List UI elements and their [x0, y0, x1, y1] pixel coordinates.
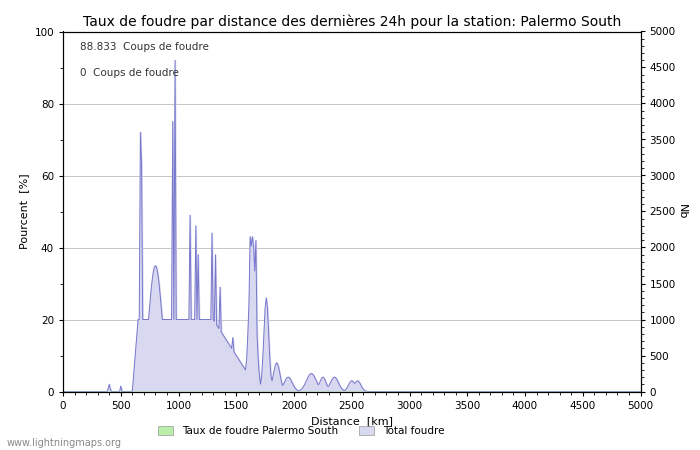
Text: www.lightningmaps.org: www.lightningmaps.org: [7, 438, 122, 448]
Text: 88.833  Coups de foudre: 88.833 Coups de foudre: [80, 42, 209, 52]
Y-axis label: Nb: Nb: [677, 204, 687, 219]
X-axis label: Distance  [km]: Distance [km]: [311, 416, 393, 426]
Y-axis label: Pourcent  [%]: Pourcent [%]: [19, 174, 29, 249]
Legend: Taux de foudre Palermo South, Total foudre: Taux de foudre Palermo South, Total foud…: [153, 422, 449, 440]
Text: 0  Coups de foudre: 0 Coups de foudre: [80, 68, 179, 77]
Title: Taux de foudre par distance des dernières 24h pour la station: Palermo South: Taux de foudre par distance des dernière…: [83, 14, 621, 29]
